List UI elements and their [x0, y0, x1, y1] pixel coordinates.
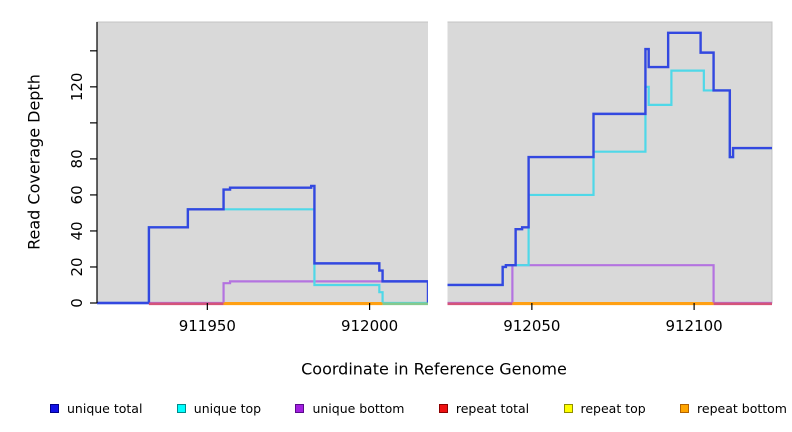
legend-swatch-icon — [295, 403, 305, 413]
legend-item-unique-bottom: unique bottom — [295, 400, 405, 416]
y-tick-label: 0 — [68, 298, 86, 308]
legend-label: unique top — [193, 400, 262, 416]
y-tick-label: 40 — [68, 221, 86, 240]
x-tick-label: 912100 — [665, 317, 722, 335]
legend-label: repeat top — [580, 400, 646, 416]
y-tick-label: 120 — [68, 73, 86, 102]
x-axis-title: Coordinate in Reference Genome — [301, 359, 567, 379]
legend-label: repeat total — [455, 400, 530, 416]
series-line-unique-total — [97, 184, 430, 305]
legend-label: unique total — [67, 400, 143, 416]
legend-swatch-icon — [176, 403, 186, 413]
legend-swatch-icon — [50, 403, 59, 413]
legend-item-unique-total: unique total — [50, 401, 142, 416]
legend-swatch-icon — [680, 403, 690, 413]
legend-item-repeat-top: repeat top — [563, 400, 646, 416]
legend-swatch-icon — [438, 403, 448, 413]
legend-item-repeat-bottom: repeat bottom — [680, 401, 787, 416]
x-tick-label: 912050 — [503, 317, 560, 335]
x-tick-label: 911950 — [179, 317, 236, 335]
gap-band — [428, 21, 448, 305]
y-tick-label: 20 — [68, 257, 86, 276]
legend-label: repeat bottom — [697, 400, 787, 416]
y-tick-label: 60 — [68, 185, 86, 204]
y-tick-label: 80 — [68, 149, 86, 168]
x-tick-label: 912000 — [341, 317, 398, 335]
legend-item-repeat-total: repeat total — [438, 400, 530, 416]
series-line-unique-total — [447, 31, 772, 287]
legend-item-unique-top: unique top — [176, 400, 262, 416]
legend-label: unique bottom — [312, 400, 405, 416]
legend-swatch-icon — [563, 403, 573, 413]
y-axis-title: Read Coverage Depth — [24, 74, 44, 250]
legend: unique total unique top unique bottom repea… — [50, 398, 787, 418]
